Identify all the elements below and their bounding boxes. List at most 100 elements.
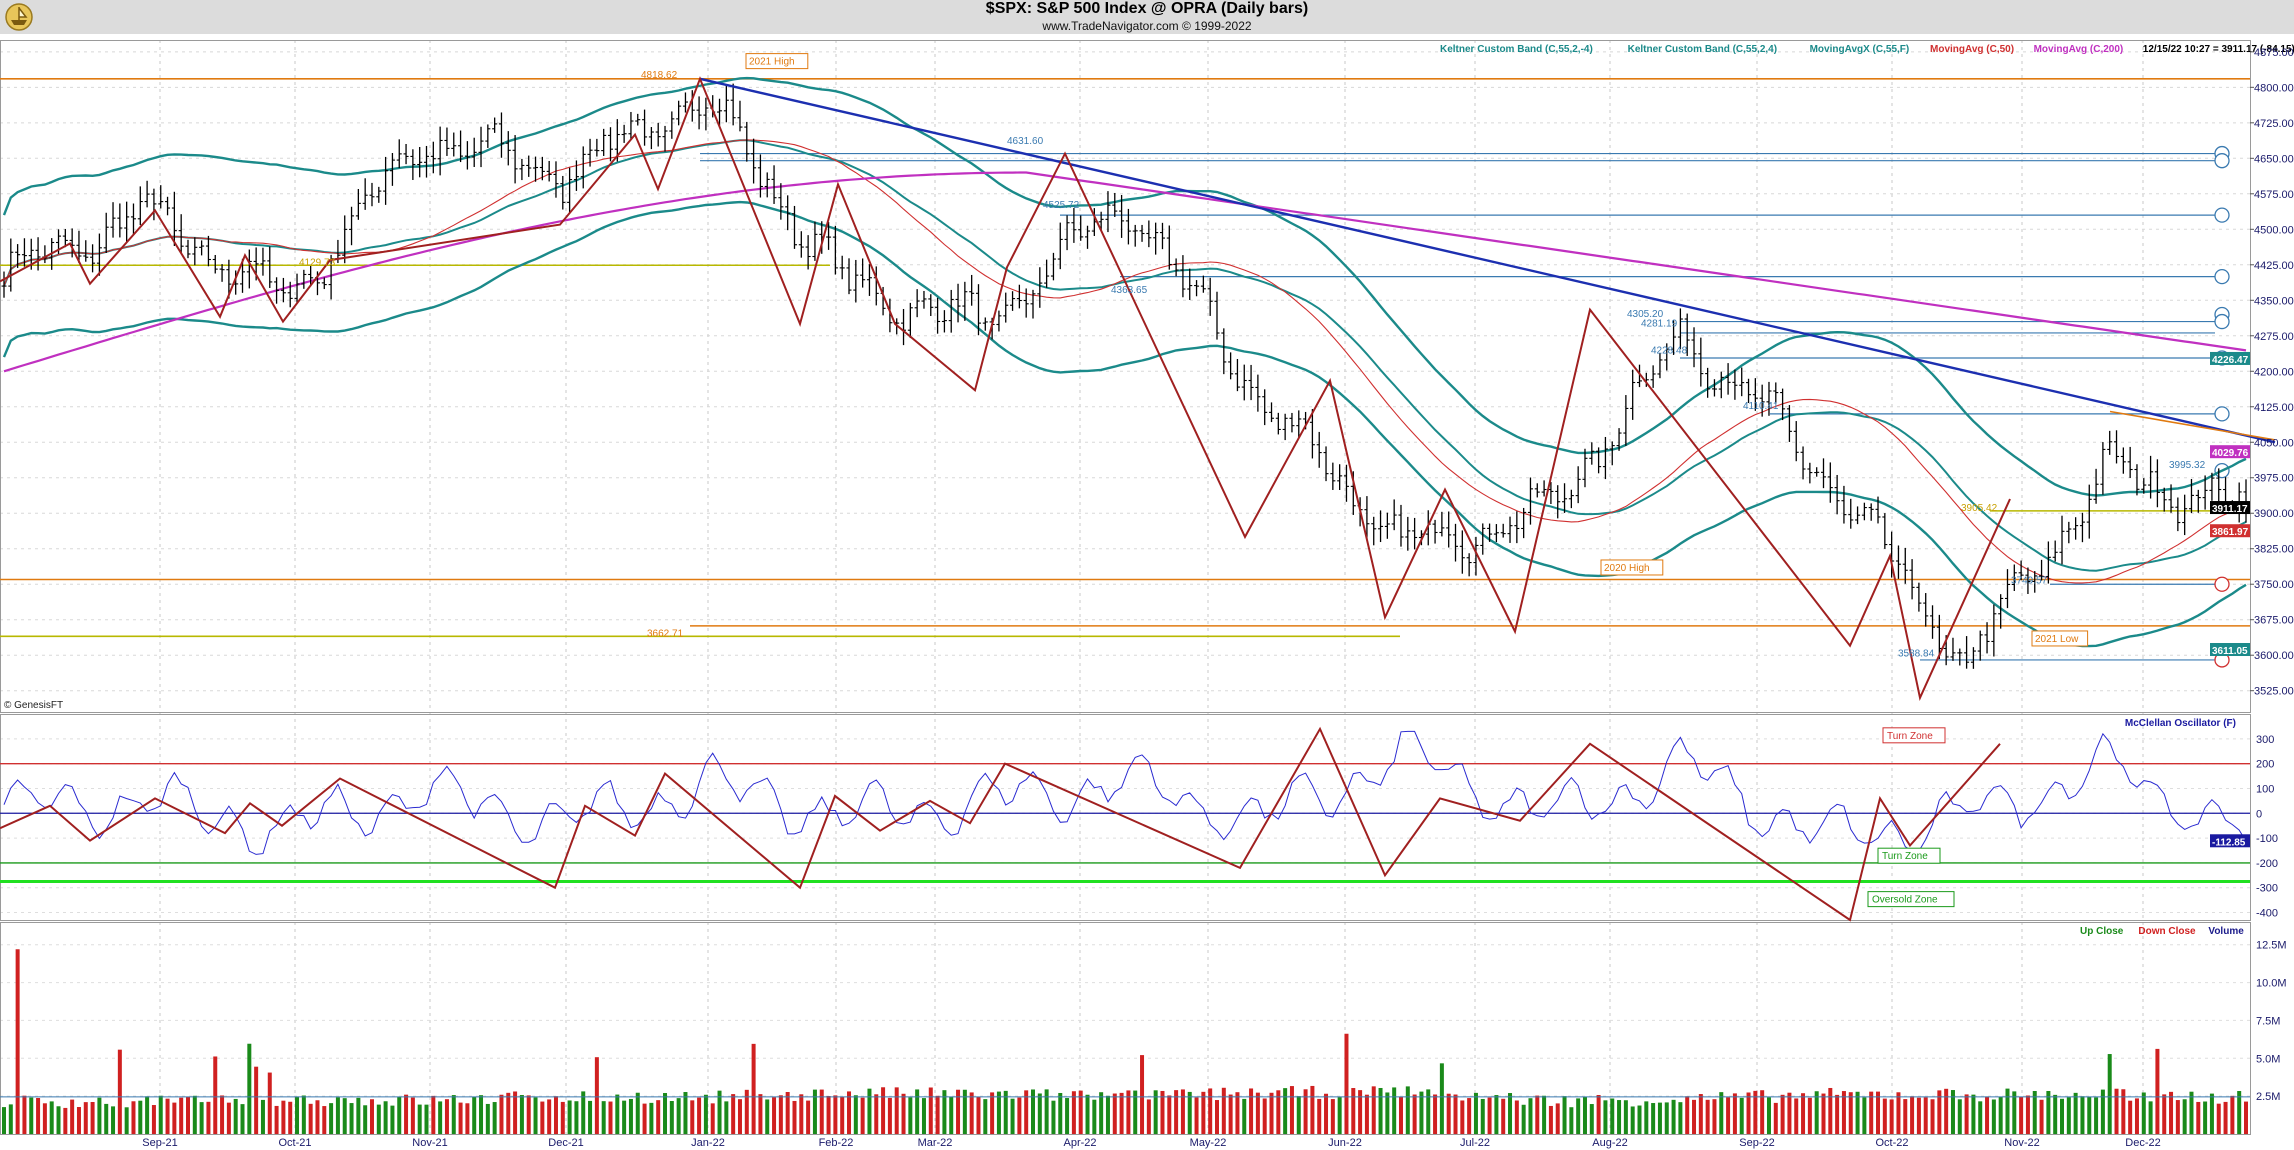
price-y-tick-label: 4650.00: [2254, 153, 2294, 165]
volume-bar: [2216, 1103, 2221, 1134]
volume-bar: [915, 1089, 920, 1134]
volume-bar: [70, 1099, 75, 1134]
level-handle-circle: [2214, 313, 2230, 330]
volume-bar: [976, 1096, 981, 1134]
volume-bar: [1787, 1092, 1792, 1134]
volume-bar: [1385, 1092, 1390, 1134]
volume-bar: [1726, 1097, 1731, 1134]
volume-bar: [308, 1103, 313, 1134]
volume-bar: [1807, 1097, 1812, 1134]
volume-bar: [1760, 1090, 1765, 1134]
volume-bar: [1153, 1090, 1158, 1134]
volume-bar: [1535, 1095, 1540, 1134]
volume-bar: [1637, 1105, 1642, 1134]
volume-bar: [2223, 1101, 2228, 1134]
volume-bar: [526, 1095, 531, 1134]
volume-bar: [1576, 1098, 1581, 1134]
price-annotation: 3662.71: [647, 628, 684, 639]
volume-bar: [710, 1103, 715, 1134]
volume-bar: [1337, 1097, 1342, 1134]
volume-bar: [1330, 1099, 1335, 1134]
volume-bar: [472, 1096, 477, 1134]
volume-bar: [1242, 1098, 1247, 1134]
volume-bar: [479, 1095, 484, 1134]
volume-bar: [458, 1102, 463, 1134]
volume-bar: [1732, 1093, 1737, 1134]
volume-bar: [1167, 1095, 1172, 1134]
volume-bar: [185, 1096, 190, 1134]
volume-bar: [1099, 1092, 1104, 1134]
volume-bar: [1419, 1091, 1424, 1134]
volume-bar: [1569, 1107, 1574, 1134]
volume-bar: [2203, 1101, 2208, 1134]
volume-bar: [15, 949, 20, 1134]
volume-bar: [615, 1094, 620, 1134]
volume-bar: [1473, 1092, 1478, 1134]
osc-y-tick-label: -200: [2256, 858, 2278, 870]
level-handle-circle: [2214, 153, 2230, 169]
price-y-tick-label: 3675.00: [2254, 615, 2294, 627]
price-y-tick-label: 4725.00: [2254, 118, 2294, 130]
panel-borders: [0, 40, 2251, 1135]
chart-canvas[interactable]: Keltner Custom Band (C,55,2,-4) Keltner C…: [0, 34, 2294, 1150]
volume-bar: [1426, 1089, 1431, 1134]
price-legend-entry: MovingAvg (C,50): [1930, 44, 2014, 55]
volume-bar: [942, 1090, 947, 1134]
volume-bar: [1923, 1097, 1928, 1134]
volume-bar: [594, 1057, 599, 1134]
volume-bar: [928, 1087, 933, 1134]
price-y-tick-label: 3750.00: [2254, 579, 2294, 591]
volume-bar: [806, 1100, 811, 1134]
volume-bar: [1528, 1098, 1533, 1134]
price-annotation: 4228.48: [1651, 345, 1688, 356]
volume-bar: [1180, 1089, 1185, 1134]
volume-bar: [1494, 1095, 1499, 1134]
volume-bar: [990, 1092, 995, 1134]
volume-bar: [1269, 1092, 1274, 1134]
volume-panel: Up Close Down Close Volume: [0, 926, 2250, 1134]
volume-bar: [410, 1097, 415, 1134]
volume-bar: [233, 1098, 238, 1134]
volume-bar: [792, 1100, 797, 1134]
volume-bar: [2100, 1089, 2105, 1134]
x-tick-label: Nov-22: [2004, 1137, 2039, 1149]
volume-bar: [2012, 1091, 2017, 1134]
volume-bar: [369, 1099, 374, 1134]
zone-label: Oversold Zone: [1872, 895, 1938, 906]
price-tag-box: [2210, 643, 2250, 657]
volume-bar: [485, 1103, 490, 1134]
volume-bar: [513, 1091, 518, 1134]
price-annotation: 4110.41: [1743, 401, 1779, 412]
zone-label-box: [1877, 847, 1941, 864]
volume-bar: [1828, 1087, 1833, 1134]
volume-bar: [247, 1043, 252, 1134]
volume-bar: [8, 1104, 13, 1134]
volume-bar: [1194, 1097, 1199, 1134]
volume-bar: [1221, 1087, 1226, 1134]
volume-bar: [1876, 1091, 1881, 1134]
volume-bar: [117, 1049, 122, 1134]
volume-bar: [1480, 1098, 1485, 1134]
volume-bar: [1235, 1092, 1240, 1134]
volume-bar: [1692, 1099, 1697, 1134]
volume-bar: [1031, 1089, 1036, 1134]
x-tick-label: Feb-22: [819, 1137, 854, 1149]
mcclellan-oscillator-line: [3, 730, 2247, 855]
volume-bar: [1794, 1098, 1799, 1134]
x-tick-label: Dec-21: [548, 1137, 583, 1149]
volume-bar: [1078, 1090, 1083, 1134]
annotation-box: [1600, 559, 1664, 576]
volume-bar: [1174, 1090, 1179, 1134]
price-y-tick-label: 4575.00: [2254, 189, 2294, 201]
volume-bar: [1971, 1094, 1976, 1134]
volume-bar: [717, 1090, 722, 1134]
ship-logo-icon: [5, 3, 33, 31]
volume-bar: [635, 1092, 640, 1134]
horizontal-levels: [0, 78, 2250, 668]
price-annotation: 4363.65: [1111, 285, 1148, 296]
vol-y-tick-label: 2.5M: [2256, 1091, 2280, 1103]
osc-y-tick-label: -400: [2256, 908, 2278, 920]
volume-bar: [444, 1099, 449, 1134]
volume-bar: [111, 1106, 116, 1134]
volume-bar: [1208, 1088, 1213, 1134]
